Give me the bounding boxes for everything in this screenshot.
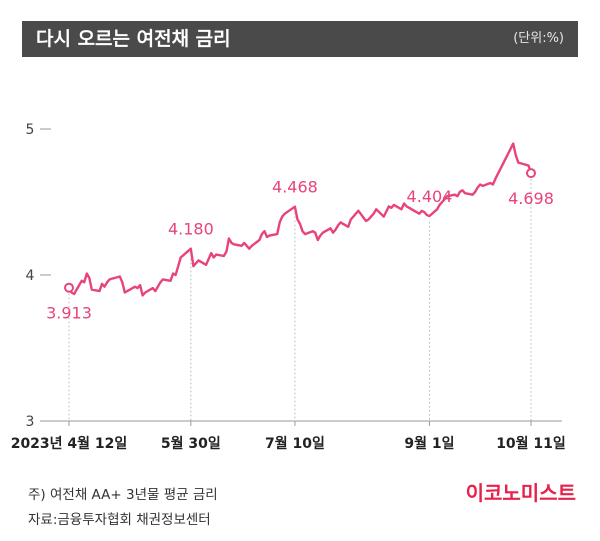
- y-tick-label-4: 4: [26, 268, 35, 284]
- data-label-4: 4.698: [508, 189, 554, 208]
- data-label-3: 4.404: [407, 187, 453, 206]
- series-line-yield: [67, 142, 533, 297]
- y-tick-label-3: 3: [26, 414, 35, 430]
- chart-header: 다시 오르는 여전채 금리 (단위:%): [22, 21, 578, 57]
- data-label-0: 3.913: [46, 304, 92, 323]
- x-tick-label-3: 9월 1일: [404, 435, 454, 452]
- y-tick-label-5: 5: [26, 122, 35, 138]
- end-point-marker: [526, 168, 536, 179]
- data-label-1: 4.180: [168, 220, 214, 239]
- x-tick-label-2: 7월 10일: [265, 435, 325, 452]
- y-axis: 5 4 3: [26, 122, 51, 430]
- chart-title: 다시 오르는 여전채 금리: [36, 28, 231, 50]
- x-tick-label-1: 5월 30일: [161, 435, 221, 452]
- unit-label: (단위:%): [513, 31, 564, 46]
- x-tick-label-4: 10월 11일: [496, 435, 566, 452]
- x-axis: 2023년 4월 12일 5월 30일 7월 10일 9월 1일 10월 11일: [11, 420, 566, 452]
- footnote-definition: 주) 여전채 AA+ 3년물 평균 금리: [28, 487, 218, 503]
- x-tick-label-0: 2023년 4월 12일: [11, 435, 128, 452]
- data-labels: 3.913 4.180 4.468 4.404 4.698: [46, 178, 554, 323]
- end-markers: [64, 168, 536, 293]
- annotation-guides: [68, 179, 532, 421]
- start-point-marker: [64, 282, 74, 293]
- data-label-2: 4.468: [272, 178, 318, 197]
- footnote-source: 자료:금융투자협회 채권정보센터: [28, 512, 211, 528]
- brand-logo: 이코노미스트: [465, 481, 576, 505]
